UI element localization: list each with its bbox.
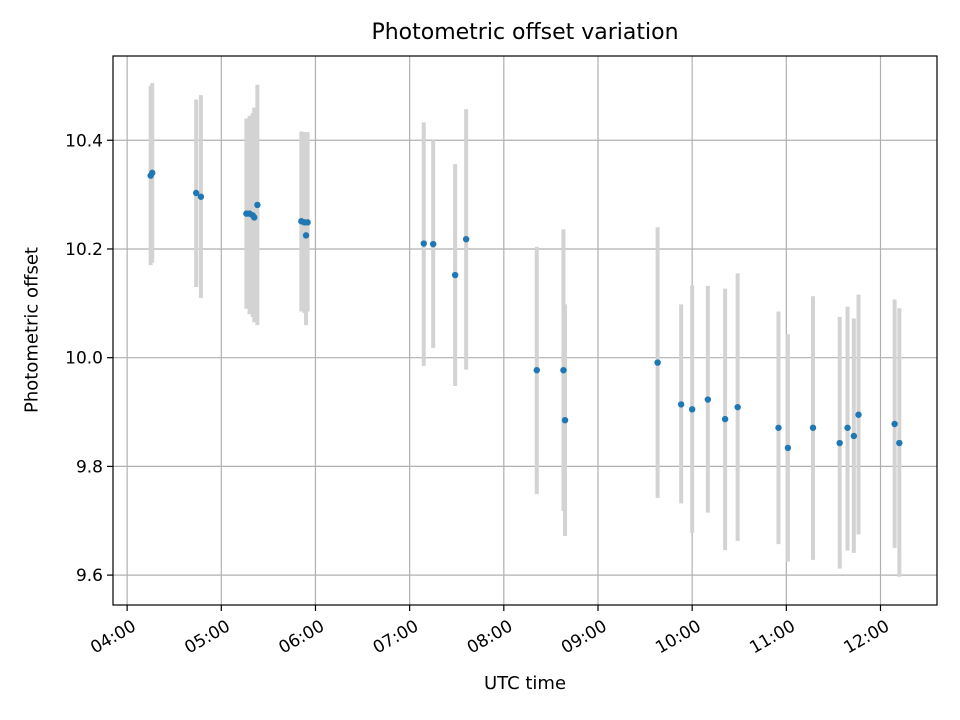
chart-title: Photometric offset variation bbox=[371, 20, 679, 45]
x-ticks: 04:00 05:00 06:00 07:00 08:00 09:00 10:00 11:00… bbox=[87, 605, 893, 658]
data-points bbox=[147, 169, 903, 452]
x-tick-label: 12:00 bbox=[841, 616, 893, 658]
x-tick-label: 07:00 bbox=[370, 616, 422, 658]
data-point bbox=[302, 232, 310, 239]
x-tick-label: 05:00 bbox=[181, 616, 233, 658]
data-point bbox=[704, 396, 712, 403]
data-point bbox=[836, 439, 843, 447]
data-point bbox=[775, 424, 782, 431]
data-point bbox=[654, 359, 661, 366]
data-point bbox=[462, 235, 470, 243]
data-point bbox=[197, 193, 205, 200]
error-bars bbox=[148, 83, 902, 577]
data-point bbox=[855, 411, 862, 418]
data-point bbox=[560, 366, 567, 374]
data-point bbox=[891, 420, 898, 428]
x-tick-label: 11:00 bbox=[746, 616, 798, 658]
grid-lines bbox=[113, 56, 937, 605]
x-tick-label: 06:00 bbox=[276, 616, 328, 658]
y-tick-label: 10.2 bbox=[65, 240, 103, 260]
data-point bbox=[149, 169, 156, 177]
data-point bbox=[561, 416, 569, 424]
y-tick-label: 9.6 bbox=[76, 566, 103, 586]
data-point bbox=[784, 444, 792, 452]
data-point bbox=[850, 432, 858, 440]
data-point bbox=[896, 439, 903, 447]
x-tick-label: 10:00 bbox=[652, 616, 704, 658]
data-point bbox=[420, 240, 427, 247]
y-tick-label: 10.4 bbox=[65, 131, 103, 151]
data-point bbox=[533, 366, 540, 374]
data-point bbox=[192, 189, 200, 197]
data-point bbox=[451, 271, 459, 279]
data-point bbox=[304, 219, 311, 226]
data-point bbox=[251, 214, 258, 221]
x-tick-label: 08:00 bbox=[464, 616, 516, 658]
data-point bbox=[809, 424, 817, 431]
axes-frame bbox=[112, 55, 938, 606]
data-point bbox=[734, 403, 741, 411]
data-point bbox=[721, 415, 729, 423]
x-tick-label: 04:00 bbox=[87, 616, 139, 658]
y-ticks: 9.6 9.8 10.0 10.2 10.4 bbox=[65, 131, 113, 586]
x-tick-label: 09:00 bbox=[558, 616, 610, 658]
y-tick-label: 9.8 bbox=[76, 457, 103, 477]
data-point bbox=[254, 201, 261, 209]
y-tick-label: 10.0 bbox=[65, 349, 103, 369]
data-point bbox=[429, 240, 437, 248]
data-point bbox=[844, 424, 851, 431]
y-axis-label: Photometric offset bbox=[21, 247, 43, 413]
data-point bbox=[688, 406, 696, 413]
x-axis-label: UTC time bbox=[483, 673, 567, 694]
data-point bbox=[677, 401, 685, 408]
